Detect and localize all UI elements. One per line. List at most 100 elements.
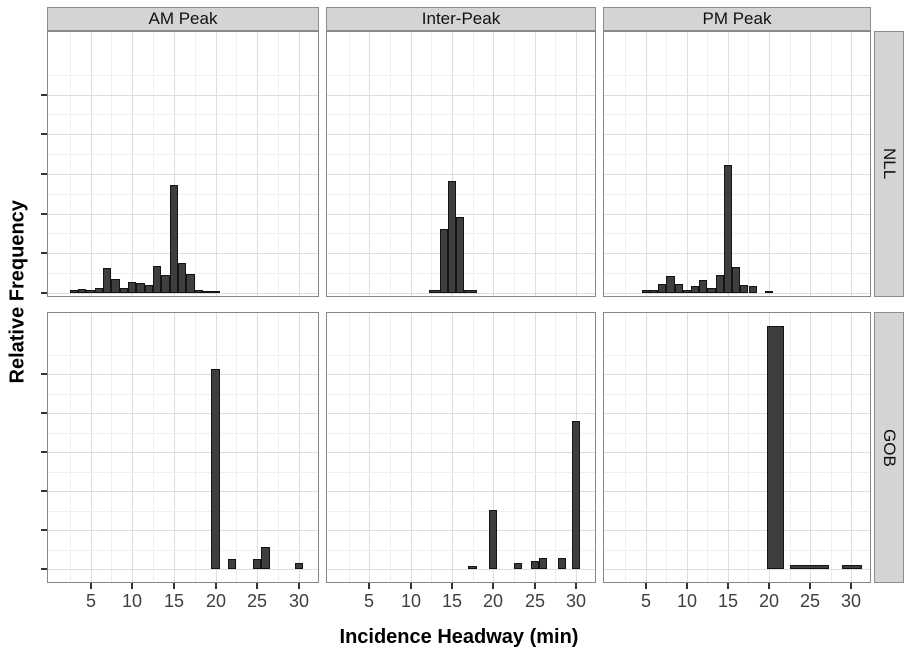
histogram-bar (641, 289, 650, 293)
gridline-minor-h (604, 550, 870, 551)
y-axis-tick (41, 173, 47, 175)
gridline-major-h (604, 374, 870, 375)
panel-gob-am-peak (47, 312, 319, 583)
gridline-minor-v (555, 32, 556, 296)
x-axis-tick (451, 583, 453, 589)
histogram-bar (456, 217, 465, 293)
histogram-bar (69, 290, 78, 293)
histogram-bar (161, 275, 170, 293)
gridline-major-v (535, 32, 536, 296)
histogram-bar (128, 282, 137, 293)
gridline-minor-v (349, 313, 350, 582)
histogram-bar (489, 510, 498, 569)
histogram-bar (136, 283, 145, 293)
gridline-major-h (604, 134, 870, 135)
gridline-major-h (327, 413, 595, 414)
gridline-minor-h (48, 550, 318, 551)
histogram-bar (715, 274, 724, 293)
x-axis-title: Incidence Headway (min) (339, 626, 579, 648)
histogram-bar (691, 286, 700, 293)
gridline-major-v (132, 32, 133, 296)
gridline-minor-v (790, 32, 791, 296)
gridline-major-v (493, 313, 494, 582)
x-axis-tick-label: 20 (205, 591, 227, 611)
x-axis-tick-label: 30 (840, 591, 862, 611)
histogram-bar (842, 565, 862, 569)
gridline-major-v (646, 313, 647, 582)
gridline-minor-v (153, 32, 154, 296)
gridline-minor-h (48, 194, 318, 195)
gridline-major-v (299, 313, 300, 582)
gridline-minor-v (349, 32, 350, 296)
gridline-minor-h (604, 114, 870, 115)
gridline-major-v (452, 32, 453, 296)
gridline-minor-h (604, 194, 870, 195)
histogram-bar (530, 561, 539, 569)
x-axis-tick-label: 10 (121, 591, 143, 611)
x-axis-tick (215, 583, 217, 589)
histogram-bar (153, 265, 162, 293)
gridline-major-v (132, 313, 133, 582)
gridline-major-h (604, 95, 870, 96)
gridline-minor-h (48, 355, 318, 356)
x-axis-tick (131, 583, 133, 589)
gridline-major-v (687, 313, 688, 582)
gridline-major-h (327, 293, 595, 294)
y-axis-tick (41, 568, 47, 570)
histogram-bar (211, 369, 220, 569)
histogram-bar (682, 289, 691, 293)
gridline-major-v (411, 32, 412, 296)
gridline-major-v (810, 32, 811, 296)
histogram-bar (748, 286, 757, 293)
x-axis-tick (768, 583, 770, 589)
gridline-minor-v (431, 313, 432, 582)
gridline-major-v (257, 313, 258, 582)
histogram-bar (723, 165, 733, 293)
y-axis-tick (41, 133, 47, 135)
panel-nll-pm-peak (603, 31, 871, 297)
gridline-minor-v (625, 313, 626, 582)
x-axis-tick (368, 583, 370, 589)
gridline-minor-v (153, 313, 154, 582)
histogram-bar (732, 266, 741, 293)
gridline-major-h (604, 530, 870, 531)
gridline-minor-h (327, 154, 595, 155)
x-axis-tick-label: 20 (482, 591, 504, 611)
histogram-bar (111, 278, 120, 293)
gridline-major-h (327, 174, 595, 175)
x-axis-tick (410, 583, 412, 589)
x-axis-tick-label: 25 (524, 591, 546, 611)
x-axis-tick-label: 10 (400, 591, 422, 611)
gridline-major-h (604, 491, 870, 492)
gridline-major-h (327, 569, 595, 570)
gridline-major-v (452, 313, 453, 582)
facet-col-strip-am-peak: AM Peak (47, 7, 319, 31)
histogram-bar (86, 290, 95, 293)
histogram-bar (178, 263, 187, 293)
facet-col-strip-pm-peak: PM Peak (603, 7, 871, 31)
gridline-major-v (769, 32, 770, 296)
gridline-minor-v (278, 32, 279, 296)
gridline-minor-v (70, 313, 71, 582)
gridline-major-h (48, 174, 318, 175)
gridline-minor-v (278, 313, 279, 582)
x-axis-tick (534, 583, 536, 589)
gridline-major-h (48, 452, 318, 453)
gridline-major-h (327, 530, 595, 531)
panel-gob-pm-peak (603, 312, 871, 583)
x-axis-tick (173, 583, 175, 589)
y-axis-tick (41, 490, 47, 492)
gridline-major-v (687, 32, 688, 296)
y-axis-tick (41, 451, 47, 453)
gridline-minor-v (707, 313, 708, 582)
gridline-major-v (646, 32, 647, 296)
gridline-minor-h (604, 433, 870, 434)
panel-gob-inter-peak (326, 312, 596, 583)
gridline-minor-h (604, 233, 870, 234)
gridline-minor-v (625, 32, 626, 296)
gridline-major-v (535, 313, 536, 582)
gridline-minor-v (195, 313, 196, 582)
gridline-major-v (91, 313, 92, 582)
y-axis-tick (41, 292, 47, 294)
histogram-bar (186, 274, 195, 293)
